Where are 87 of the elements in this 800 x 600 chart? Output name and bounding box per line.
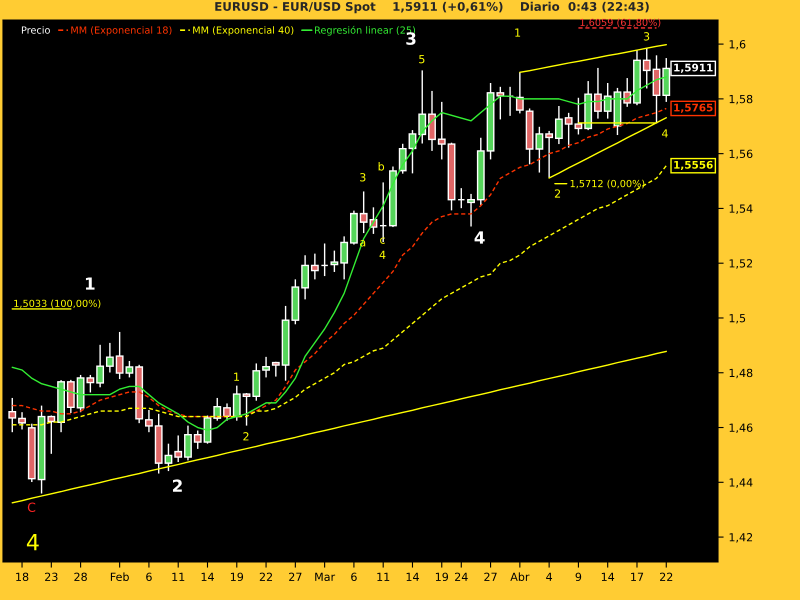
- candlestick: [184, 424, 192, 462]
- legend-label: MM (Exponencial 18): [71, 26, 172, 36]
- annotation: 5: [419, 55, 424, 64]
- candlestick: [262, 356, 270, 378]
- annotation: 1: [515, 28, 520, 37]
- annotation: 4: [474, 231, 485, 244]
- candlestick: [272, 361, 280, 378]
- annotation: 4: [26, 534, 39, 550]
- annotation: 3: [360, 173, 366, 182]
- x-tick-label: 14: [406, 572, 419, 581]
- x-tick-label: Feb: [110, 572, 129, 582]
- candlestick: [242, 392, 250, 426]
- candlestick: [18, 411, 26, 430]
- x-tick-label: 6: [351, 572, 357, 582]
- legend-label: 1,5712 (0,00%): [570, 180, 644, 188]
- annotation: 4: [662, 129, 668, 138]
- x-tick-label: 11: [172, 572, 184, 581]
- candlestick: [594, 67, 602, 120]
- x-tick-label: 28: [74, 572, 87, 582]
- y-tick-label: 1,46: [730, 424, 752, 434]
- x-tick-label: 22: [660, 572, 672, 581]
- x-tick-label: 9: [576, 572, 582, 582]
- candlestick: [467, 193, 475, 228]
- candlestick: [8, 397, 16, 433]
- candlestick: [145, 409, 153, 433]
- x-tick-label: 27: [484, 572, 497, 581]
- x-tick-label: 19: [230, 572, 244, 582]
- candlestick: [360, 190, 368, 234]
- annotation: 2: [554, 189, 560, 198]
- candlestick: [438, 101, 446, 160]
- candlestick: [320, 242, 329, 277]
- y-tick-label: 1,44: [730, 478, 753, 488]
- annotation: 2: [243, 432, 248, 440]
- series-label: 1,6059 (61,80%): [580, 18, 660, 28]
- annotation: 2: [172, 479, 182, 492]
- annotation: C: [28, 502, 36, 512]
- series-label: 1,5033 (100,00%): [14, 300, 100, 308]
- y-tick-label: 1,56: [730, 150, 752, 160]
- annotation: c: [380, 237, 385, 244]
- candlestick: [164, 442, 172, 472]
- y-tick-label: 1,52: [730, 259, 752, 269]
- candlestick: [408, 129, 416, 174]
- y-tick-label: 1,6: [730, 40, 746, 50]
- legend-label: MM (Exponencial 40): [193, 26, 294, 36]
- x-tick-label: Mar: [315, 572, 336, 582]
- line-series: [548, 117, 667, 179]
- x-tick-label: 22: [260, 572, 272, 581]
- text: 1,5911: [674, 64, 713, 73]
- data-label: 1,5765: [674, 104, 713, 113]
- annotation: 4: [380, 250, 386, 259]
- x-tick-label: 18: [16, 572, 28, 582]
- x-tick-label: 27: [289, 572, 302, 581]
- candlestick: [379, 182, 388, 243]
- candlestick: [194, 430, 202, 450]
- x-tick-label: 23: [45, 572, 58, 582]
- candlestick: [232, 384, 241, 422]
- text: Precio: [22, 26, 50, 34]
- y-tick-label: 1,42: [730, 533, 752, 543]
- x-tick-label: 4: [546, 572, 552, 581]
- line-series: [519, 44, 667, 74]
- candlestick: [174, 434, 182, 463]
- candlestick: [223, 402, 231, 422]
- y-tick-label: 1,54: [730, 204, 753, 214]
- x-tick-label: 6: [146, 572, 152, 582]
- x-tick-label: Abr: [510, 572, 530, 582]
- x-tick-label: 11: [377, 572, 390, 581]
- data-label: 1,5556: [674, 160, 713, 170]
- x-tick-label: 19: [436, 572, 448, 582]
- annotation: 3: [644, 32, 650, 41]
- candlestick: [574, 97, 582, 136]
- x-tick-label: 17: [631, 572, 644, 581]
- chart-title: EURUSD - EUR/USD Spot 1,5911 (+0,61%) Diario 0:43 (22:43): [215, 2, 649, 14]
- line-series: [12, 350, 667, 504]
- x-tick-label: 14: [602, 572, 614, 581]
- candlestick: [47, 414, 56, 455]
- y-tick-label: 1,58: [730, 94, 752, 104]
- y-tick-label: 1,48: [730, 368, 752, 378]
- candlestick: [457, 187, 466, 209]
- y-tick-label: 1,5: [730, 314, 746, 324]
- candlestick: [125, 360, 134, 378]
- annotation: b: [378, 162, 384, 171]
- annotation: 1: [86, 277, 95, 290]
- annotation: 1: [234, 372, 240, 381]
- x-tick-label: 24: [455, 572, 468, 581]
- candlestick: [310, 252, 319, 280]
- x-tick-label: 14: [202, 572, 214, 581]
- candlestick: [642, 48, 651, 90]
